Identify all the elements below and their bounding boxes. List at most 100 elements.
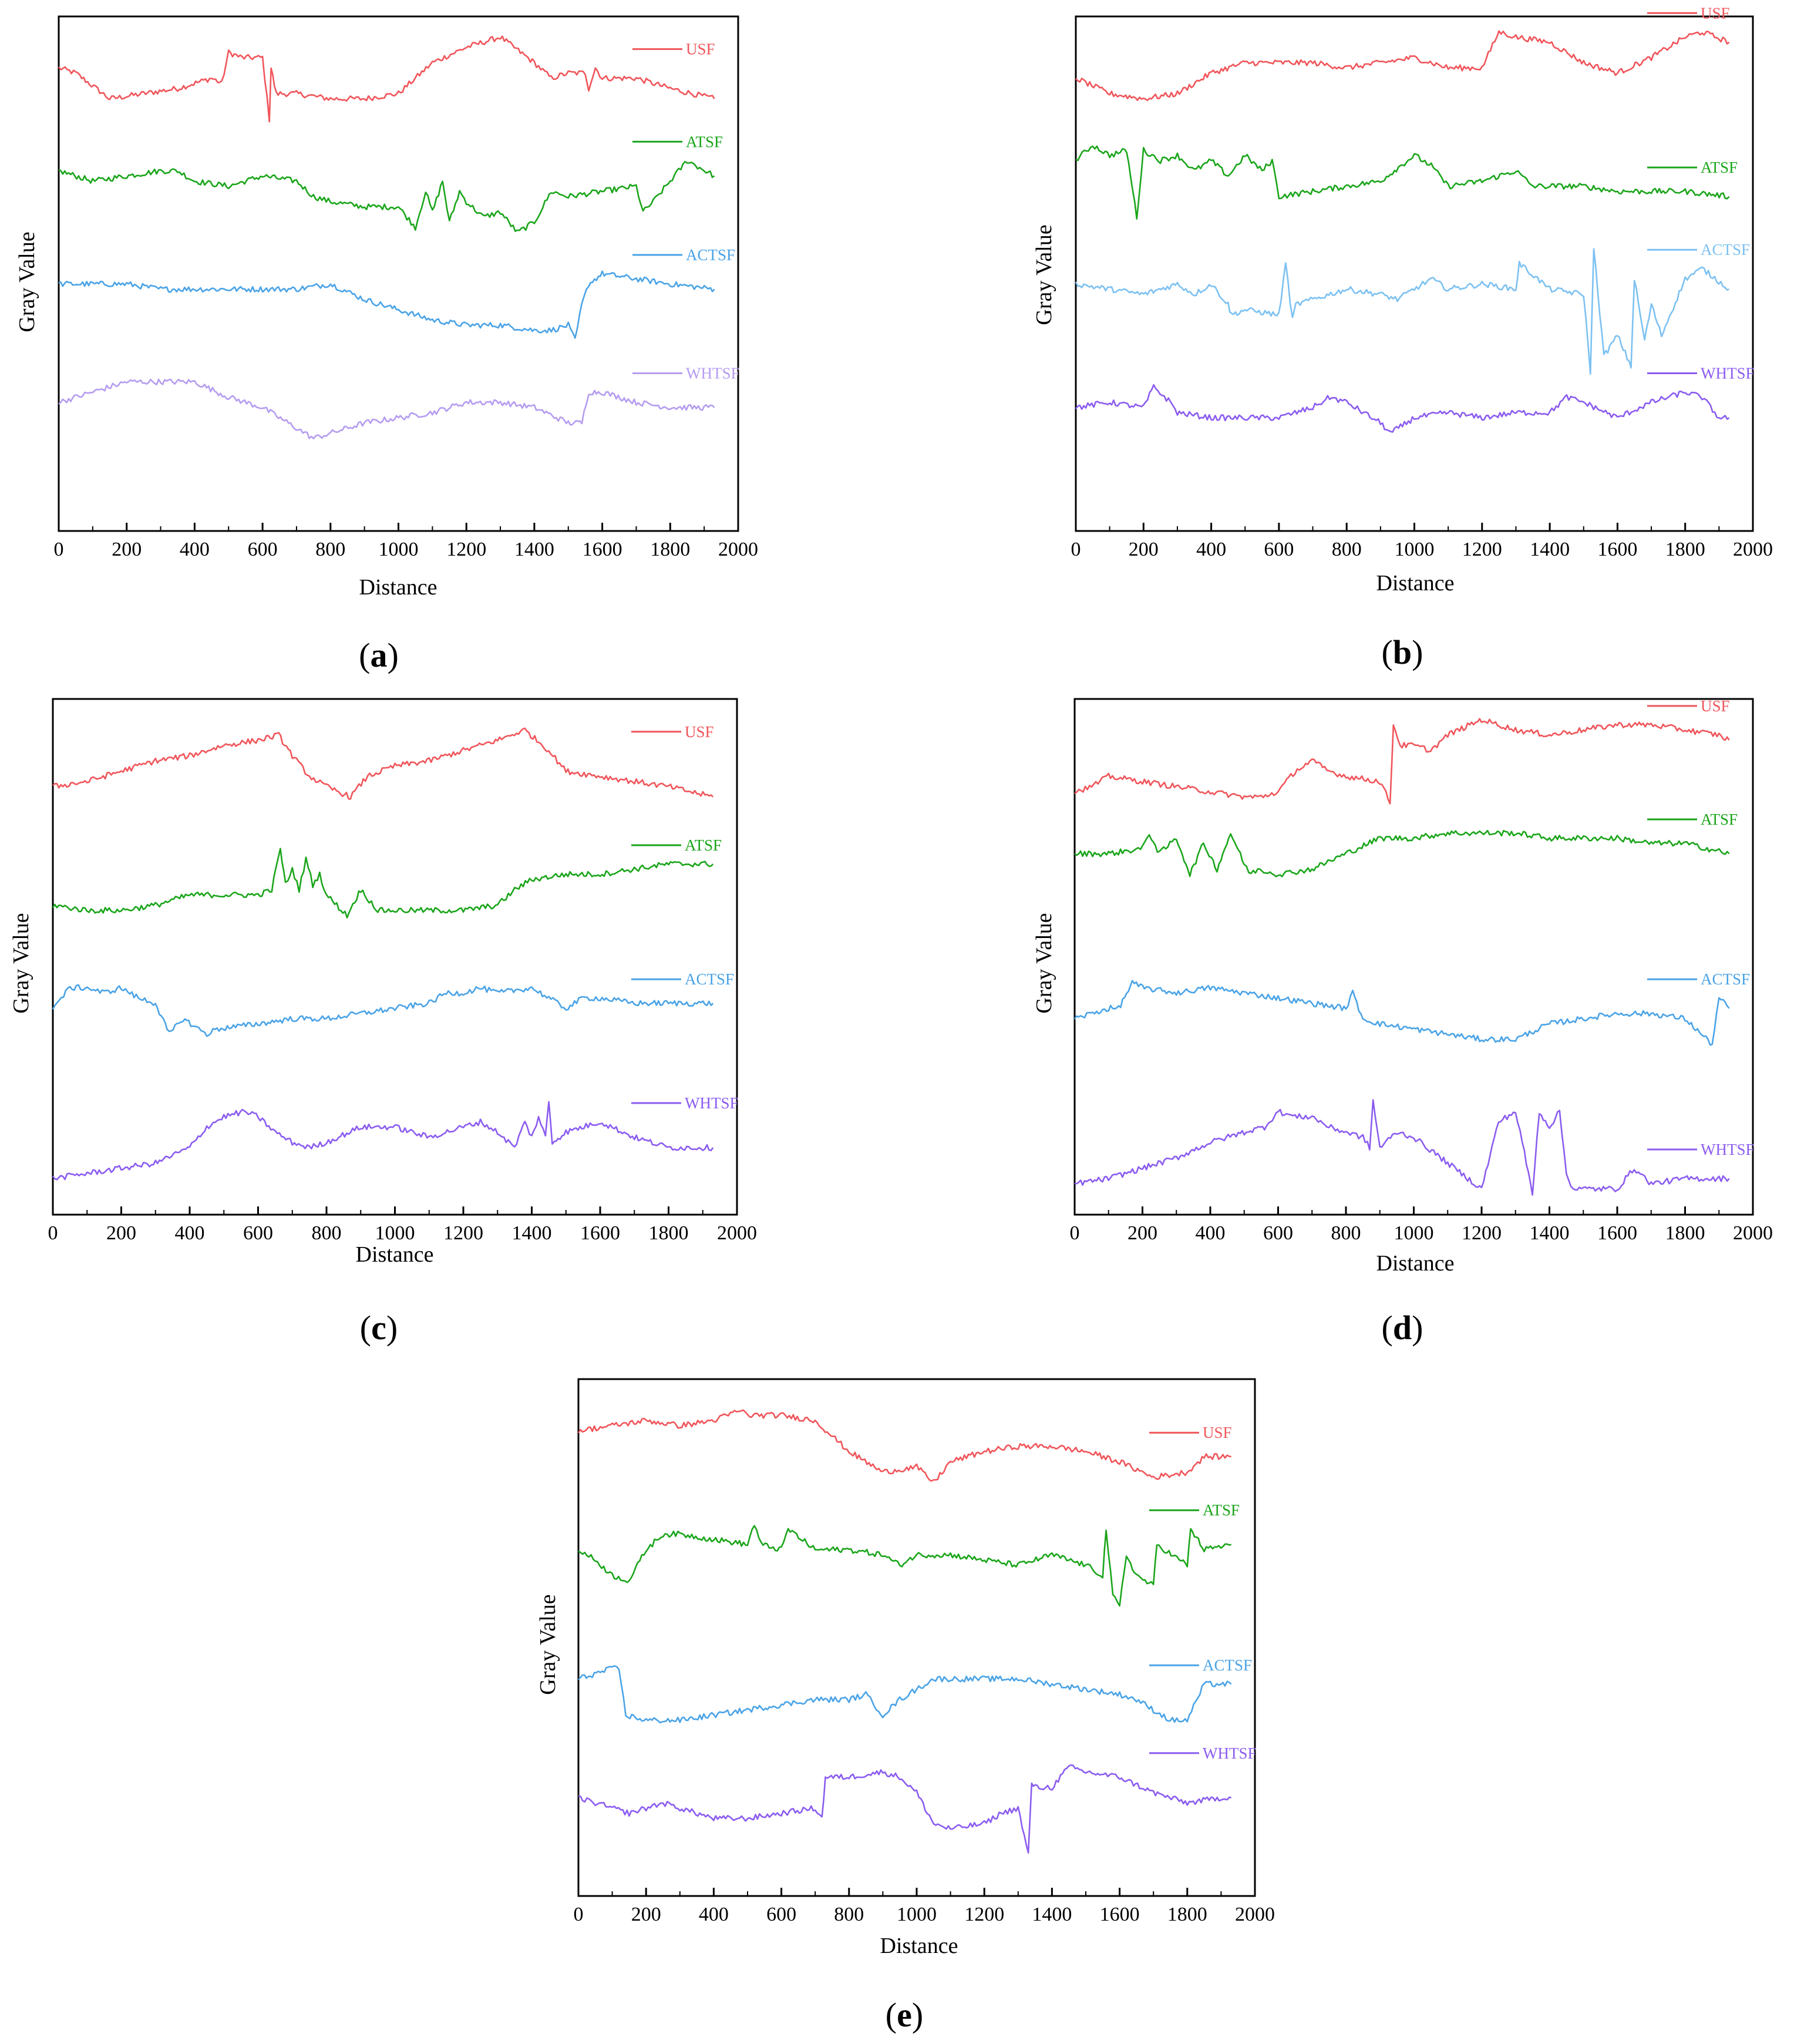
legend-label-d-actsf: ACTSF <box>1701 970 1750 988</box>
series-line-b-whtsf <box>1075 384 1730 433</box>
y-axis-label-d: Gray Value <box>1032 913 1056 1013</box>
series-line-b-usf <box>1075 30 1730 102</box>
x-axis-label-c: Distance <box>356 1242 434 1267</box>
panel-e: Gray Value Distance (e) 0 200 400 600 800 100… <box>536 1378 1275 2034</box>
panel-d: Gray Value Distance (d) 0 200 400 600 800 100… <box>1032 697 1773 1347</box>
series-line-e-usf <box>577 1409 1231 1482</box>
x-tick-label-e-800: 800 <box>834 1904 864 1925</box>
plot-frame-b <box>1075 15 1754 532</box>
plot-frame-a <box>58 15 739 532</box>
panel-caption-a: (a) <box>359 636 399 674</box>
x-tick-label-c-800: 800 <box>312 1222 342 1244</box>
x-tick-label-d-200: 200 <box>1127 1222 1157 1244</box>
x-tick-label-b-1200: 1200 <box>1462 539 1502 560</box>
legend-label-e-whtsf: WHTSF <box>1203 1744 1257 1762</box>
x-tick-label-b-200: 200 <box>1129 539 1159 560</box>
panel-caption-c: (c) <box>360 1309 398 1347</box>
panel-letter-e: e <box>897 1996 912 2034</box>
series-line-c-usf <box>52 727 714 800</box>
legend-label-c-whtsf: WHTSF <box>685 1094 739 1112</box>
x-tick-label-c-1200: 1200 <box>443 1222 483 1244</box>
legend-label-a-usf: USF <box>686 41 715 58</box>
x-axis-label-a: Distance <box>359 575 437 600</box>
x-tick-label-a-1800: 1800 <box>650 539 690 560</box>
series-line-b-atsf <box>1075 145 1730 220</box>
x-tick-label-c-2000: 2000 <box>717 1222 757 1244</box>
x-tick-label-e-1400: 1400 <box>1032 1904 1072 1925</box>
plot-frame-c <box>52 698 738 1216</box>
series-line-d-whtsf <box>1074 1099 1730 1196</box>
series-line-d-atsf <box>1074 829 1730 878</box>
plot-frame-d <box>1073 698 1754 1216</box>
x-tick-label-e-1200: 1200 <box>964 1904 1004 1925</box>
x-tick-label-b-400: 400 <box>1196 539 1226 560</box>
panel-caption-b: (b) <box>1382 633 1423 671</box>
series-line-e-actsf <box>578 1665 1232 1724</box>
legend-label-b-usf: USF <box>1701 4 1730 22</box>
y-axis-label-c: Gray Value <box>9 913 33 1013</box>
x-axis-label-e: Distance <box>880 1934 958 1958</box>
x-tick-label-a-1400: 1400 <box>514 539 554 560</box>
x-tick-label-b-600: 600 <box>1264 539 1294 560</box>
x-tick-label-b-1000: 1000 <box>1395 539 1435 560</box>
x-tick-label-d-0: 0 <box>1070 1222 1080 1244</box>
x-tick-label-e-1600: 1600 <box>1100 1904 1140 1925</box>
series-line-d-actsf <box>1073 980 1730 1046</box>
panel-a: Gray Value Distance (a) 0 200 400 600 800 100… <box>15 15 758 674</box>
x-tick-label-e-1800: 1800 <box>1167 1904 1207 1925</box>
x-tick-label-b-1600: 1600 <box>1597 539 1637 560</box>
x-tick-label-d-600: 600 <box>1263 1222 1293 1244</box>
series-line-c-atsf <box>52 848 714 919</box>
series-line-b-actsf <box>1075 248 1730 375</box>
y-axis-label-b: Gray Value <box>1032 224 1056 325</box>
legend-label-a-actsf: ACTSF <box>686 246 735 264</box>
x-tick-label-c-1800: 1800 <box>649 1222 689 1244</box>
x-tick-label-c-1000: 1000 <box>375 1222 415 1244</box>
legend-label-c-usf: USF <box>685 723 714 741</box>
x-tick-label-c-1400: 1400 <box>512 1222 552 1244</box>
series-line-a-usf <box>58 35 715 123</box>
legend-label-a-whtsf: WHTSF <box>686 364 740 382</box>
x-tick-label-a-600: 600 <box>248 539 278 560</box>
legend-label-b-whtsf: WHTSF <box>1701 364 1755 382</box>
x-tick-label-b-1800: 1800 <box>1665 539 1705 560</box>
x-tick-label-b-2000: 2000 <box>1733 539 1773 560</box>
y-axis-label-a: Gray Value <box>15 231 39 332</box>
legend-label-c-actsf: ACTSF <box>685 970 734 988</box>
x-tick-label-c-400: 400 <box>175 1222 205 1244</box>
x-tick-label-a-1200: 1200 <box>446 539 486 560</box>
legend-label-c-atsf: ATSF <box>685 836 722 854</box>
legend-label-b-atsf: ATSF <box>1701 159 1738 176</box>
panel-c: Gray Value Distance (c) 0 200 400 600 800 100… <box>9 698 757 1347</box>
x-tick-label-d-1400: 1400 <box>1530 1222 1570 1244</box>
x-axis-label-d: Distance <box>1376 1251 1455 1276</box>
legend-label-d-atsf: ATSF <box>1701 811 1738 828</box>
x-tick-label-d-400: 400 <box>1196 1222 1226 1244</box>
x-tick-label-a-1000: 1000 <box>379 539 419 560</box>
x-tick-label-b-800: 800 <box>1332 539 1362 560</box>
legend-label-e-usf: USF <box>1203 1424 1232 1441</box>
panel-caption-d: (d) <box>1382 1309 1423 1347</box>
x-tick-label-d-2000: 2000 <box>1733 1222 1773 1244</box>
x-tick-label-b-0: 0 <box>1071 539 1081 560</box>
panel-letter-a: a <box>371 636 388 674</box>
series-line-e-atsf <box>578 1525 1232 1607</box>
panel-b: Gray Value Distance (b) 0 200 400 600 800 100… <box>1032 4 1773 671</box>
x-tick-label-e-0: 0 <box>574 1904 584 1925</box>
x-tick-label-d-1800: 1800 <box>1665 1222 1705 1244</box>
panel-letter-d: d <box>1393 1309 1412 1347</box>
legend-label-e-actsf: ACTSF <box>1203 1656 1252 1674</box>
legend-label-d-whtsf: WHTSF <box>1701 1141 1755 1158</box>
x-tick-label-e-200: 200 <box>631 1904 661 1925</box>
panel-letter-c: c <box>371 1309 386 1347</box>
x-tick-label-a-1600: 1600 <box>583 539 622 560</box>
x-axis-label-b: Distance <box>1376 571 1455 596</box>
legend-label-a-atsf: ATSF <box>686 133 723 150</box>
x-tick-label-e-400: 400 <box>699 1904 729 1925</box>
x-tick-label-a-800: 800 <box>315 539 345 560</box>
legend-label-b-actsf: ACTSF <box>1701 241 1750 258</box>
x-tick-label-c-200: 200 <box>106 1222 136 1244</box>
x-tick-label-e-600: 600 <box>766 1904 796 1925</box>
x-tick-label-b-1400: 1400 <box>1530 539 1570 560</box>
